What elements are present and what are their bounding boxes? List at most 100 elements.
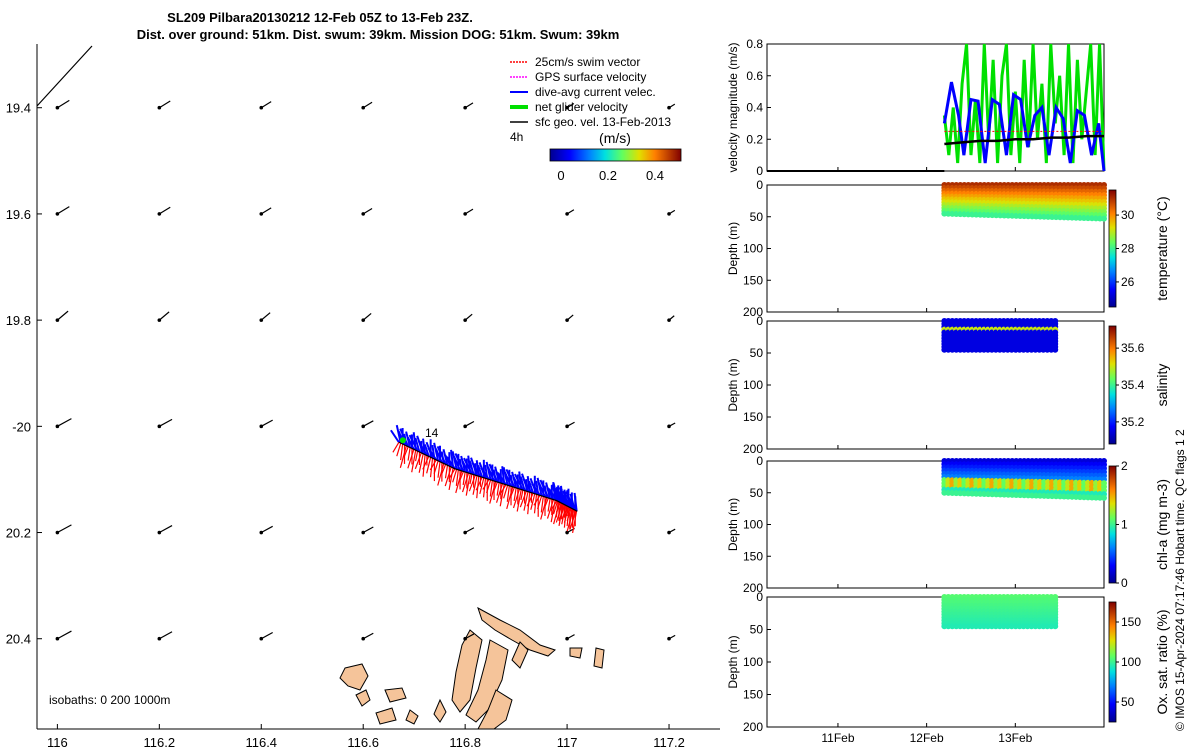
time-x-tick-label: 11Feb — [821, 731, 854, 745]
swim-vector — [455, 470, 463, 494]
legend-item-swim-vector: 25cm/s swim vector — [510, 55, 640, 69]
geo-vector-head — [259, 530, 264, 535]
swim-vector — [492, 481, 498, 493]
island — [477, 606, 556, 657]
swim-vector — [429, 459, 437, 471]
swim-vector — [537, 495, 543, 510]
swim-vector — [441, 464, 447, 475]
geo-vector-head — [361, 105, 366, 110]
velocity-y-axis-label: velocity magnitude (m/s) — [726, 42, 740, 172]
swim-vector — [526, 492, 534, 507]
map-x-ticks: 116 116.2 116.4 116.6 116.8 117 117.2 — [47, 724, 685, 750]
time-x-tick-label: 13Feb — [998, 731, 1032, 745]
map-x-tick-label: 116.4 — [245, 735, 277, 750]
legend-item-net-glider: net glider velocity — [510, 100, 628, 114]
chl-a-colorbar-tick-label: 0 — [1121, 576, 1128, 590]
dive-avg-vector — [487, 466, 495, 482]
swim-vector — [468, 474, 476, 492]
swim-vector — [558, 504, 566, 522]
geo-vector — [57, 418, 72, 427]
swim-vector — [495, 483, 504, 503]
dive-avg-vector — [561, 495, 572, 509]
map-x-tick-label: 117.2 — [653, 735, 685, 750]
isobaths-label: isobaths: 0 200 1000m — [49, 693, 170, 707]
swim-vector — [455, 469, 459, 486]
geo-vector — [362, 632, 374, 640]
salinity-y-tick-label: 0 — [756, 314, 763, 328]
geo-vector — [159, 418, 173, 427]
velocity-y-tick-label: 0 — [756, 164, 763, 178]
net-glider-marker — [399, 437, 406, 444]
velocity-y-tick-label: 0.4 — [746, 101, 763, 115]
geo-vector-head — [361, 212, 366, 216]
map-y-ticks: 19.4 19.6 19.8 -20 20.2 20.4 — [6, 101, 42, 647]
legend-item-sfc-geo: sfc geo. vel. 13-Feb-2013 — [510, 115, 671, 129]
geo-vector-large — [36, 45, 93, 107]
salinity-y-tick-label: 100 — [743, 378, 763, 392]
geo-vector-head — [565, 530, 569, 535]
swim-vector — [499, 484, 507, 496]
dive-avg-vector — [477, 464, 484, 478]
map-y-tick-label: 19.8 — [6, 313, 31, 328]
coastline-islands — [339, 606, 605, 730]
geo-vector-head — [55, 530, 60, 535]
geo-vector — [362, 526, 374, 534]
geo-vector — [260, 525, 273, 534]
dive-avg-vector — [427, 447, 438, 461]
velocity-y-tick-label: 0.8 — [746, 37, 763, 51]
salinity-y-tick-label: 200 — [743, 442, 763, 456]
swim-vector — [465, 473, 471, 496]
dive-avg-vector — [548, 488, 558, 502]
island — [451, 629, 483, 713]
swim-vector — [523, 491, 529, 511]
chl-a-point — [1101, 494, 1107, 501]
swim-vector — [396, 442, 402, 457]
geo-vector — [159, 206, 171, 215]
dive-avg-vector — [434, 448, 443, 464]
salinity-colorbar-tick-label: 35.6 — [1121, 341, 1145, 355]
geo-vector-head — [157, 318, 162, 322]
geo-vector-head — [361, 636, 366, 641]
swim-vector — [546, 499, 555, 519]
legend-colorbar-unit: (m/s) — [599, 130, 631, 146]
dive-avg-vector — [554, 487, 565, 505]
swim-vector — [566, 507, 572, 522]
map-y-tick-label: 19.6 — [6, 207, 31, 222]
island — [593, 647, 605, 669]
legend-label-geo: sfc geo. vel. 13-Feb-2013 — [535, 115, 671, 129]
island — [375, 707, 397, 725]
swim-vector — [547, 498, 551, 512]
oxygen-y-axis-label: Depth (m) — [726, 635, 740, 688]
dive-avg-vector — [528, 480, 535, 494]
island — [433, 698, 447, 723]
island — [465, 639, 509, 723]
legend: 25cm/s swim vector GPS surface velocity … — [510, 55, 682, 183]
geo-vector — [57, 630, 72, 640]
oxygen-colorbar — [1108, 601, 1117, 723]
swim-vector — [448, 467, 454, 491]
map-y-tick-label: 20.2 — [6, 526, 31, 541]
map-x-tick-label: 117 — [557, 735, 578, 750]
geo-vector — [57, 524, 72, 534]
glider-track-line — [398, 441, 578, 512]
swim-vector — [418, 453, 424, 473]
swim-vector — [506, 486, 514, 510]
swim-vector — [519, 490, 527, 508]
chl-a-y-tick-label: 50 — [750, 486, 764, 500]
dive-avg-vector — [514, 473, 524, 491]
dive-avg-vector — [558, 491, 568, 507]
geo-vector — [158, 311, 170, 321]
dive-avg-vector — [471, 462, 482, 478]
dive-avg-vector — [453, 456, 461, 471]
map-y-tick-label: 20.4 — [6, 632, 31, 647]
swim-vector — [555, 502, 561, 513]
map-plot-area — [37, 44, 720, 729]
oxygen-colorbar-tick-label: 100 — [1121, 655, 1141, 669]
dive-avg-vector — [454, 453, 465, 472]
legend-label-gps: GPS surface velocity — [535, 70, 646, 84]
geo-vector-head — [259, 424, 264, 429]
geo-vector-head — [361, 424, 366, 429]
geo-vector-head — [667, 318, 671, 322]
dive-avg-vector — [414, 437, 421, 453]
glider-track — [390, 424, 578, 534]
